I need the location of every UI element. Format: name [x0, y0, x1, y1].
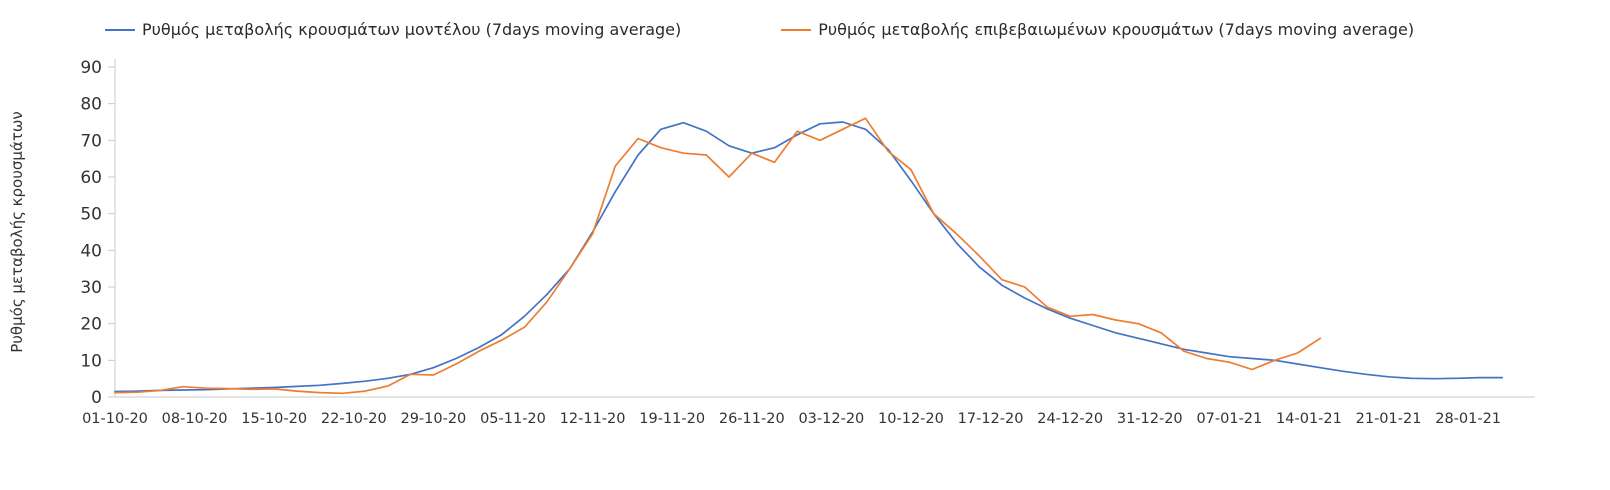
y-tick-label: 30 [80, 278, 102, 298]
x-tick-label: 07-01-21 [1196, 411, 1262, 427]
x-tick-label: 17-12-20 [958, 411, 1024, 427]
legend-line-confirmed-swatch [781, 28, 812, 31]
x-tick-label: 21-01-21 [1356, 411, 1422, 427]
x-tick-label: 05-11-20 [480, 411, 546, 427]
x-tick-label: 12-11-20 [560, 411, 626, 427]
x-tick-label: 10-12-20 [878, 411, 944, 427]
y-tick-label: 50 [80, 205, 102, 225]
legend-item-model: Ρυθμός μεταβολής κρουσμάτων μοντέλου (7d… [105, 20, 681, 39]
x-tick-label: 26-11-20 [719, 411, 785, 427]
y-tick-label: 90 [80, 58, 102, 78]
legend-item-confirmed: Ρυθμός μεταβολής επιβεβαιωμένων κρουσμάτ… [781, 20, 1414, 39]
x-tick-label: 19-11-20 [639, 411, 705, 427]
line-chart-plot: Ρυθμός μεταβολής κρουσμάτων 0 10 20 30 40 50 6… [8, 58, 1535, 427]
x-tick-label: 22-10-20 [321, 411, 387, 427]
legend-label-model: Ρυθμός μεταβολής κρουσμάτων μοντέλου (7d… [142, 20, 682, 39]
y-tick-label: 80 [80, 95, 102, 115]
x-tick-label: 03-12-20 [798, 411, 864, 427]
legend-line-model-swatch [105, 28, 135, 31]
x-tick-label: 08-10-20 [162, 411, 228, 427]
x-tick-label: 24-12-20 [1037, 411, 1103, 427]
x-tick-label: 29-10-20 [400, 411, 466, 427]
y-tick-label: 70 [80, 131, 102, 151]
legend-label-confirmed: Ρυθμός μεταβολής επιβεβαιωμένων κρουσμάτ… [818, 20, 1415, 39]
x-tick-label: 15-10-20 [241, 411, 307, 427]
y-axis-title: Ρυθμός μεταβολής κρουσμάτων [8, 111, 26, 353]
y-tick-label: 40 [80, 241, 102, 261]
series-line-confirmed [114, 117, 1322, 395]
x-tick-label: 28-01-21 [1435, 411, 1501, 427]
y-tick-label: 0 [91, 388, 102, 408]
x-tick-label: 31-12-20 [1117, 411, 1183, 427]
x-tick-label: 01-10-20 [82, 411, 148, 427]
chart-legend: Ρυθμός μεταβολής κρουσμάτων μοντέλου (7d… [105, 20, 1414, 39]
y-tick-label: 10 [80, 351, 102, 371]
x-tick-label: 14-01-21 [1276, 411, 1342, 427]
y-tick-label: 60 [80, 168, 102, 188]
series-line-model [114, 121, 1504, 393]
y-tick-label: 20 [80, 315, 102, 335]
